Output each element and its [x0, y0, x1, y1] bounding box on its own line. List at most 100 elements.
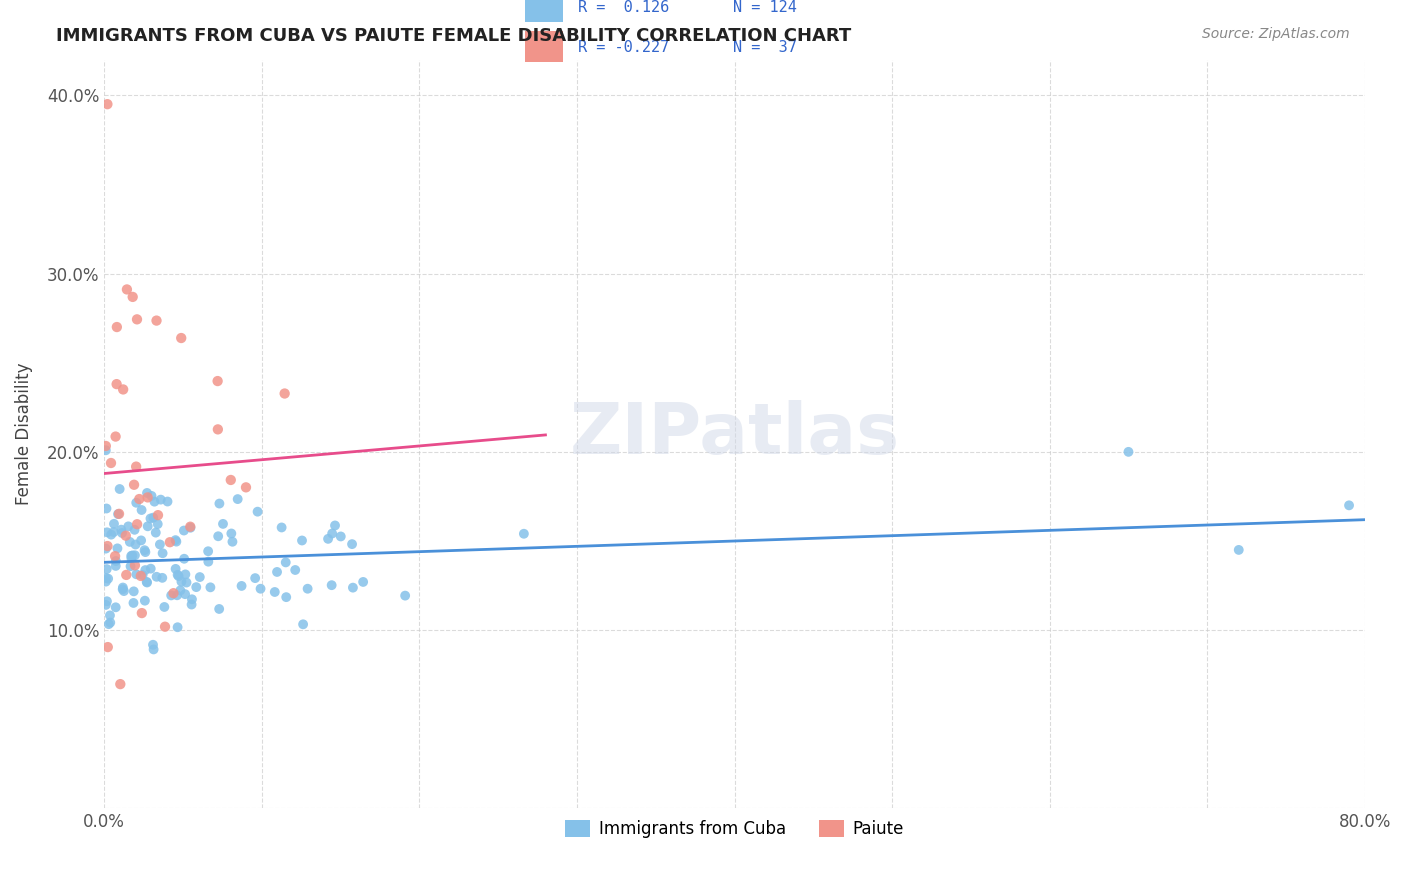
Point	[221, 526, 243, 541]
Point	[108, 482, 131, 496]
Point	[513, 526, 536, 541]
Point	[110, 523, 132, 537]
Point	[129, 533, 152, 548]
Point	[94, 574, 117, 589]
Point	[181, 592, 204, 607]
Point	[104, 429, 127, 443]
Point	[121, 549, 143, 563]
Point	[104, 549, 127, 564]
Point	[111, 581, 134, 595]
Point	[105, 377, 128, 392]
Point	[142, 638, 165, 652]
Point	[149, 492, 172, 507]
Point	[200, 580, 222, 594]
Point	[146, 508, 169, 523]
Point	[174, 587, 197, 601]
Point	[342, 581, 364, 595]
Point	[176, 575, 198, 590]
Point	[273, 386, 295, 401]
Point	[197, 544, 219, 558]
Point	[221, 534, 243, 549]
Point	[321, 578, 343, 592]
Point	[129, 569, 152, 583]
Point	[122, 596, 145, 610]
Point	[96, 562, 118, 576]
Point	[117, 519, 139, 533]
Point	[340, 537, 363, 551]
Point	[142, 510, 165, 524]
Point	[197, 555, 219, 569]
Point	[188, 570, 211, 584]
Point	[131, 503, 153, 517]
Text: Source: ZipAtlas.com: Source: ZipAtlas.com	[1202, 27, 1350, 41]
Point	[292, 617, 315, 632]
Point	[103, 516, 125, 531]
Point	[135, 574, 157, 589]
Point	[274, 555, 297, 569]
Point	[243, 571, 266, 585]
Point	[166, 588, 188, 602]
Point	[212, 516, 235, 531]
Point	[208, 602, 231, 616]
Point	[112, 584, 135, 599]
Point	[120, 549, 142, 563]
Point	[208, 497, 231, 511]
Point	[235, 480, 257, 494]
Point	[165, 534, 187, 549]
Point	[145, 570, 167, 584]
FancyBboxPatch shape	[524, 0, 562, 22]
Point	[142, 642, 165, 657]
Point	[1227, 542, 1250, 557]
Point	[394, 589, 416, 603]
Point	[160, 588, 183, 602]
Point	[207, 529, 229, 543]
Point	[134, 545, 156, 559]
Point	[114, 529, 136, 543]
Point	[98, 615, 121, 630]
Point	[186, 580, 208, 594]
Point	[141, 489, 163, 503]
Point	[146, 517, 169, 532]
Point	[111, 526, 134, 541]
Point	[108, 507, 131, 521]
Point	[118, 534, 141, 549]
Point	[266, 565, 288, 579]
Point	[170, 331, 193, 345]
Point	[125, 459, 148, 474]
Point	[136, 575, 159, 590]
Point	[131, 568, 153, 582]
Point	[167, 569, 190, 583]
Point	[103, 524, 125, 539]
Point	[134, 543, 156, 558]
Point	[270, 520, 292, 534]
Point	[173, 524, 195, 538]
Point	[323, 518, 346, 533]
Point	[207, 422, 229, 436]
Point	[159, 535, 181, 549]
Point	[263, 585, 285, 599]
Text: IMMIGRANTS FROM CUBA VS PAIUTE FEMALE DISABILITY CORRELATION CHART: IMMIGRANTS FROM CUBA VS PAIUTE FEMALE DI…	[56, 27, 852, 45]
Point	[152, 546, 174, 560]
Point	[219, 473, 242, 487]
Point	[149, 537, 172, 551]
Point	[1369, 534, 1392, 549]
Point	[207, 374, 229, 388]
Point	[284, 563, 307, 577]
Point	[180, 598, 202, 612]
Point	[143, 494, 166, 508]
Point	[98, 608, 121, 623]
Point	[96, 539, 118, 553]
Point	[94, 541, 117, 556]
Point	[352, 574, 374, 589]
Point	[125, 312, 148, 326]
Point	[136, 491, 159, 505]
Point	[153, 620, 176, 634]
Point	[153, 599, 176, 614]
Point	[134, 593, 156, 607]
Text: N = 124: N = 124	[734, 0, 797, 14]
Point	[139, 562, 162, 576]
Point	[179, 519, 201, 533]
Point	[110, 677, 132, 691]
Point	[125, 567, 148, 582]
Text: ZIPatlas: ZIPatlas	[569, 400, 900, 468]
